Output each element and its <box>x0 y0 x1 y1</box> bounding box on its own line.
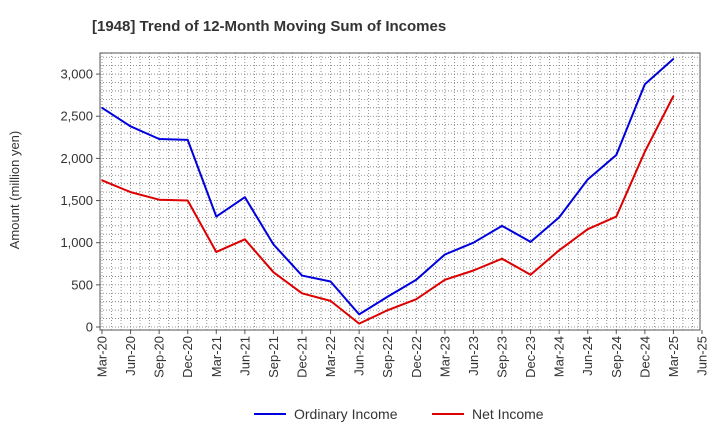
x-tick-label: Mar-20 <box>95 336 110 377</box>
x-tick-label: Sep-23 <box>495 336 510 378</box>
ordinary-income-point <box>644 83 646 85</box>
x-tick-label: Jun-22 <box>352 336 367 376</box>
net-income-point <box>129 191 132 193</box>
ordinary-income-point <box>129 125 132 128</box>
x-tick-label: Mar-22 <box>323 336 338 377</box>
x-tick-label: Dec-20 <box>180 336 195 378</box>
ordinary-income-point <box>186 139 189 141</box>
x-tick-label: Jun-24 <box>580 336 595 376</box>
x-tick-label: Sep-22 <box>380 336 395 378</box>
ordinary-income-point <box>215 215 218 218</box>
net-income-point <box>301 292 303 295</box>
x-tick-label: Jun-23 <box>466 336 481 376</box>
x-tick-label: Sep-24 <box>609 336 624 378</box>
ordinary-income-point <box>101 107 103 109</box>
ordinary-income-point <box>672 58 675 60</box>
net-income-point <box>529 273 532 276</box>
net-income-point <box>415 298 418 300</box>
net-income-point <box>444 278 446 281</box>
net-income-point <box>644 150 646 153</box>
net-income-point <box>558 249 560 252</box>
y-tick-label: 3,000 <box>60 67 93 82</box>
ordinary-income-legend-label: Ordinary Income <box>294 406 398 422</box>
x-tick-label: Dec-23 <box>523 336 538 378</box>
x-tick-label: Sep-20 <box>152 336 167 378</box>
y-tick-label: 1,000 <box>60 235 93 250</box>
y-gridlines <box>100 56 700 328</box>
net-income-point <box>101 179 103 182</box>
ordinary-income-point <box>586 178 589 181</box>
y-tick-label: 1,500 <box>60 193 93 208</box>
x-tick-label: Mar-25 <box>666 336 681 377</box>
net-income-legend-label: Net Income <box>472 406 544 422</box>
ordinary-income-point <box>444 253 446 256</box>
net-income-point <box>158 198 160 201</box>
ordinary-income-point <box>244 196 246 198</box>
ordinary-income-point <box>358 313 360 316</box>
ordinary-income-point <box>329 280 332 283</box>
net-income-point <box>186 199 189 202</box>
series-lines <box>101 58 675 325</box>
net-income-point <box>244 238 246 241</box>
y-tick-label: 2,000 <box>60 151 93 166</box>
x-tick-label: Mar-24 <box>552 336 567 377</box>
ordinary-income-point <box>615 154 618 156</box>
ordinary-income-point <box>501 225 503 227</box>
ordinary-income-point <box>158 138 160 140</box>
x-axis-ticks: Mar-20 Jun-20 Sep-20 Dec-20 Mar-21 Jun-21 Sep-… <box>95 330 710 378</box>
y-axis-label: Amount (million yen) <box>7 131 22 250</box>
ordinary-income-point <box>415 278 418 281</box>
x-tick-label: Dec-24 <box>637 336 652 378</box>
ordinary-income-point <box>558 216 560 219</box>
net-income-point <box>501 257 503 260</box>
net-income-point <box>472 269 475 272</box>
x-tick-label: Jun-21 <box>237 336 252 376</box>
net-income-point <box>215 251 218 253</box>
x-tick-label: Sep-21 <box>266 336 281 378</box>
net-income-point <box>329 300 332 302</box>
net-income-point <box>358 322 360 325</box>
x-tick-label: Jun-20 <box>123 336 138 376</box>
legend: Ordinary Income Net Income <box>254 406 544 422</box>
y-tick-label: 500 <box>71 277 93 292</box>
x-tick-label: Mar-21 <box>209 336 224 377</box>
x-tick-label: Mar-23 <box>437 336 452 377</box>
ordinary-income-point <box>301 274 303 277</box>
y-tick-label: 0 <box>86 320 93 335</box>
x-gridlines <box>101 53 693 330</box>
x-tick-label: Dec-22 <box>409 336 424 378</box>
net-income-point <box>615 215 618 218</box>
ordinary-income-point <box>472 241 475 244</box>
chart-title: [1948] Trend of 12-Month Moving Sum of I… <box>92 18 446 35</box>
x-tick-label: Jun-25 <box>695 336 710 376</box>
y-tick-label: 2,500 <box>60 109 93 124</box>
net-income-point <box>586 228 589 231</box>
ordinary-income-point <box>529 241 532 243</box>
x-tick-label: Dec-21 <box>295 336 310 378</box>
net-income-point <box>272 271 275 274</box>
ordinary-income-point <box>272 243 275 246</box>
net-income-point <box>672 95 675 97</box>
y-axis-ticks: 0 500 1,000 1,500 2,000 2,500 3,000 <box>60 67 100 335</box>
ordinary-income-point <box>386 295 389 298</box>
net-income-point <box>386 309 389 311</box>
